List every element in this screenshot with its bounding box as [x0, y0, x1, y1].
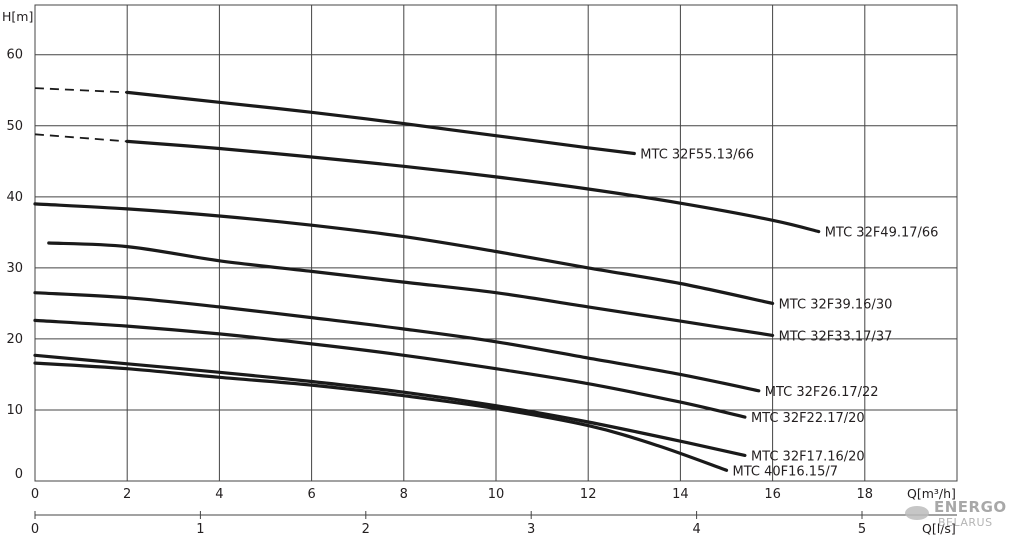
- x2-tick-label: 1: [196, 522, 204, 537]
- series-label: MTC 32F17.16/20: [751, 449, 865, 464]
- x-tick-label: 18: [857, 487, 874, 502]
- x2-tick-label: 2: [362, 522, 370, 537]
- series-line: [125, 90, 636, 156]
- logo-text-belarus: BELARUS: [938, 516, 993, 529]
- series-line: [33, 202, 775, 305]
- x-tick-label: 0: [31, 487, 39, 502]
- x-tick-label: 2: [123, 487, 131, 502]
- logo-text-energo: ENERGO: [934, 498, 1007, 516]
- x2-tick-label: 3: [527, 522, 535, 537]
- x-tick-label: 10: [488, 487, 505, 502]
- series-line-dashed: [34, 133, 128, 143]
- series-label: MTC 32F49.17/66: [825, 226, 939, 241]
- series-line: [33, 291, 761, 393]
- series-label: MTC 32F55.13/66: [640, 147, 754, 162]
- series-line: [125, 139, 821, 234]
- series-label: MTC 32F26.17/22: [765, 385, 879, 400]
- logo-mark-icon: [905, 506, 929, 520]
- x-tick-label: 16: [764, 487, 781, 502]
- y-tick-label: 30: [6, 261, 23, 276]
- x-tick-label: 12: [580, 487, 597, 502]
- y-axis-label: H[m]: [2, 9, 33, 24]
- x-tick-label: 6: [307, 487, 315, 502]
- series-line: [47, 241, 775, 337]
- x2-tick-label: 5: [858, 522, 866, 537]
- x2-tick-label: 4: [692, 522, 700, 537]
- y-tick-label: 20: [6, 332, 23, 347]
- series-line: [33, 361, 729, 472]
- x-tick-label: 14: [672, 487, 689, 502]
- y-tick-label: 60: [6, 48, 23, 63]
- series-line-dashed: [34, 87, 128, 94]
- series-line: [33, 353, 747, 457]
- series-label: MTC 32F22.17/20: [751, 411, 865, 426]
- y-tick-label: 40: [6, 190, 23, 205]
- x-axis-label: Q[m³/h]: [907, 486, 956, 501]
- x-tick-label: 4: [215, 487, 223, 502]
- x2-tick-label: 0: [31, 522, 39, 537]
- series-label: MTC 32F33.17/37: [779, 329, 893, 344]
- x-tick-label: 8: [400, 487, 408, 502]
- series-line: [33, 318, 747, 419]
- y-tick-label: 0: [15, 467, 23, 482]
- y-tick-label: 50: [6, 119, 23, 134]
- y-tick-label: 10: [6, 403, 23, 418]
- series-label: MTC 32F39.16/30: [779, 297, 893, 312]
- series-label: MTC 40F16.15/7: [733, 464, 839, 479]
- x2-axis-label: Q[l/s]: [922, 521, 956, 536]
